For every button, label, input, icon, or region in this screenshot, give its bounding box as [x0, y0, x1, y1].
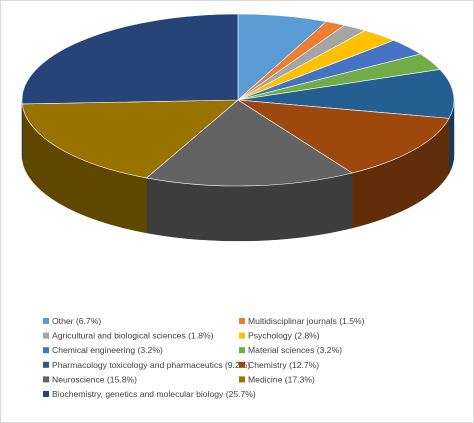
legend-swatch [239, 347, 245, 354]
legend-label: Chemistry (12.7%) [248, 360, 319, 370]
legend-item-chemistry: Chemistry (12.7%) [239, 360, 319, 370]
pie-chart [21, 13, 455, 242]
legend-item-other: Other (6.7%) [43, 316, 101, 326]
legend-swatch [43, 376, 49, 383]
pie-slice-chemistry [237, 99, 450, 174]
legend-label: Chemical engineering (3.2%) [52, 345, 163, 355]
pie-slice-neuroscience [145, 99, 353, 187]
legend-label: Material sciences (3.2%) [248, 345, 342, 355]
legend-item-neuroscience: Neuroscience (15.8%) [43, 374, 137, 384]
pie-side-walls [21, 99, 455, 242]
legend-item-pharmacology-toxicology-and-pharmaceutics: Pharmacology toxicology and pharmaceutic… [43, 360, 250, 370]
legend-swatch [239, 361, 245, 368]
legend-swatch [239, 318, 245, 324]
legend-item-multidisciplinar-journals: Multidisciplinar journals (1.5%) [239, 316, 365, 326]
pie-slice-biochemistry-genetics-and-molecular-biology [21, 13, 239, 105]
legend-label: Other (6.7%) [52, 316, 101, 326]
legend-swatch [43, 347, 49, 354]
legend-swatch [43, 391, 49, 397]
legend-item-agricultural-and-biological-sciences: Agricultural and biological sciences (1.… [43, 331, 214, 341]
legend-item-material-sciences: Material sciences (3.2%) [239, 345, 342, 355]
legend-label: Medicine (17.3%) [248, 374, 315, 384]
pie-top [21, 13, 455, 187]
legend-swatch [239, 332, 245, 339]
pie-slice-medicine [21, 99, 239, 179]
legend-item-medicine: Medicine (17.3%) [239, 374, 315, 384]
legend-item-psychology: Psychology (2.8%) [239, 331, 320, 341]
legend-label: Biochemistry, genetics and molecular bio… [52, 389, 256, 399]
legend-label: Multidisciplinar journals (1.5%) [248, 316, 365, 326]
legend-label: Psychology (2.8%) [248, 331, 320, 341]
legend-label: Pharmacology toxicology and pharmaceutic… [52, 360, 250, 370]
pie-slice-pharmacology-toxicology-and-pharmaceutics [237, 69, 455, 119]
legend-label: Neuroscience (15.8%) [52, 374, 137, 384]
legend-swatch [43, 318, 49, 324]
legend-swatch [43, 332, 49, 339]
legend-swatch [43, 361, 49, 368]
legend-item-chemical-engineering: Chemical engineering (3.2%) [43, 345, 163, 355]
legend-label: Agricultural and biological sciences (1.… [52, 331, 214, 341]
legend-swatch [239, 376, 245, 383]
legend-item-biochemistry-genetics-and-molecular-biology: Biochemistry, genetics and molecular bio… [43, 389, 256, 399]
